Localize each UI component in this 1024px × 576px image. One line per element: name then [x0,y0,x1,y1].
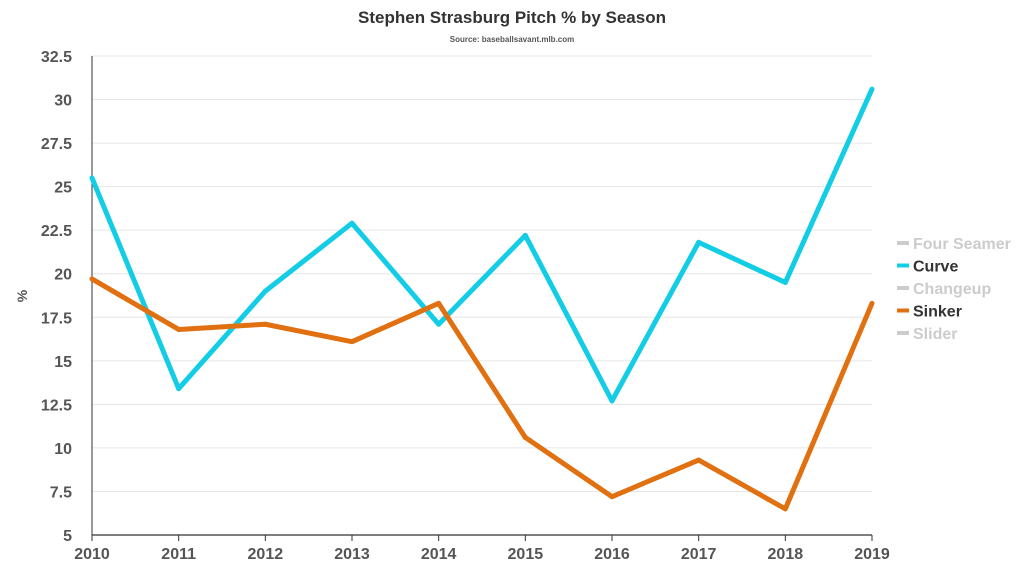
data-point-curve [89,175,95,181]
data-point-sinker [696,457,702,463]
legend-item-curve[interactable]: Curve [897,259,958,276]
data-point-sinker [782,506,788,512]
y-tick-label: 10 [54,441,72,458]
series-line-curve [89,88,875,404]
data-point-sinker [436,300,442,306]
axes [91,56,873,541]
y-tick-label: 30 [54,93,72,110]
data-point-curve [436,321,442,327]
x-tick-label: 2018 [768,546,804,563]
x-tick-label: 2012 [248,546,284,563]
data-point-sinker [89,276,95,282]
x-tick-label: 2013 [334,546,370,563]
data-point-curve [609,398,615,404]
legend-swatch [897,241,909,245]
x-tick-label: 2010 [74,546,110,563]
legend-label: Four Seamer [913,236,1011,253]
data-point-curve [176,386,182,392]
data-point-curve [782,279,788,285]
data-point-sinker [522,434,528,440]
x-tick-label: 2011 [161,546,196,563]
data-point-curve [349,220,355,226]
data-point-sinker [869,300,875,306]
data-point-sinker [262,321,268,327]
legend-swatch [897,308,909,313]
y-tick-label: 7.5 [50,484,72,501]
series-line-sinker [90,276,875,512]
x-tick-label: 2019 [854,546,890,563]
x-tick-label: 2015 [508,546,544,563]
y-tick-label: 32.5 [41,49,72,66]
y-tick-label: 12.5 [41,397,72,414]
data-point-curve [262,288,268,294]
legend-label: Sinker [913,304,962,321]
data-point-curve [696,239,702,245]
legend-swatch [897,263,909,268]
legend-label: Slider [913,326,957,343]
y-tick-label: 22.5 [41,223,72,240]
chart-subtitle: Source: baseballsavant.mlb.com [450,35,575,44]
x-axis-ticks: 2010 2011 2012 2013 2014 2015 2016 2017 2018 2019 [74,546,890,563]
x-tick-label: 2016 [594,546,630,563]
y-tick-label: 17.5 [41,310,72,327]
gridlines [92,55,872,492]
y-axis-label: % [14,289,30,302]
data-point-sinker [176,326,182,332]
x-tick-label: 2014 [421,546,457,563]
y-tick-label: 20 [54,267,72,284]
legend-item-four-seamer[interactable]: Four Seamer [897,236,1011,253]
x-tick-label: 2017 [681,546,717,563]
data-point-sinker [349,339,355,345]
legend-item-changeup[interactable]: Changeup [897,281,991,298]
y-tick-label: 25 [54,180,72,197]
y-tick-label: 5 [63,528,72,545]
legend-swatch [897,286,909,290]
data-point-sinker [609,494,615,500]
data-point-curve [522,232,528,238]
legend-label: Changeup [913,281,991,298]
y-axis-ticks: 5 7.5 10 12.5 15 17.5 20 22.5 25 27.5 30 32.5 [41,49,72,545]
legend-item-slider[interactable]: Slider [897,326,957,343]
legend: Four Seamer Curve Changeup Sinker Slider [897,236,1011,343]
legend-label: Curve [913,259,958,276]
chart-title: Stephen Strasburg Pitch % by Season [358,8,666,27]
y-tick-label: 15 [54,354,72,371]
legend-item-sinker[interactable]: Sinker [897,304,962,321]
series-lines [89,86,875,512]
legend-swatch [897,331,909,335]
data-point-curve [869,86,875,92]
y-tick-label: 27.5 [41,136,72,153]
